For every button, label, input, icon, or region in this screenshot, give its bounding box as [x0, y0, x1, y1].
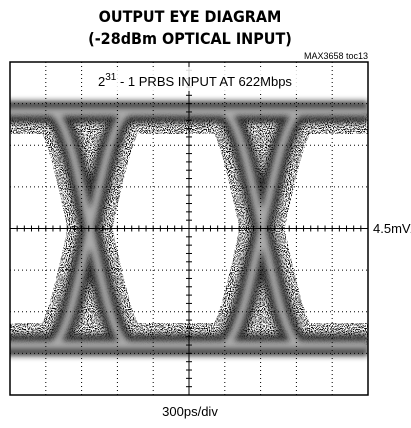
scope-screen — [10, 62, 368, 395]
annotation-bg — [95, 67, 327, 91]
title-line2: (-28dBm OPTICAL INPUT) — [88, 29, 292, 48]
trace-core — [10, 108, 368, 349]
eye-traces — [10, 90, 368, 367]
title-line1: OUTPUT EYE DIAGRAM — [99, 7, 282, 26]
part-number: MAX3658 toc13 — [304, 51, 368, 61]
vertical-scale: 4.5mV/div — [373, 221, 411, 236]
annotation-exponent: 31 — [105, 72, 117, 83]
annotation-base: 2 — [98, 74, 105, 89]
annotation-text: - 1 PRBS INPUT AT 622Mbps — [116, 74, 292, 89]
horizontal-scale: 300ps/div — [162, 404, 218, 419]
grid — [10, 62, 368, 395]
annotation: 231 - 1 PRBS INPUT AT 622Mbps — [98, 72, 292, 89]
screen-border — [9, 61, 369, 396]
